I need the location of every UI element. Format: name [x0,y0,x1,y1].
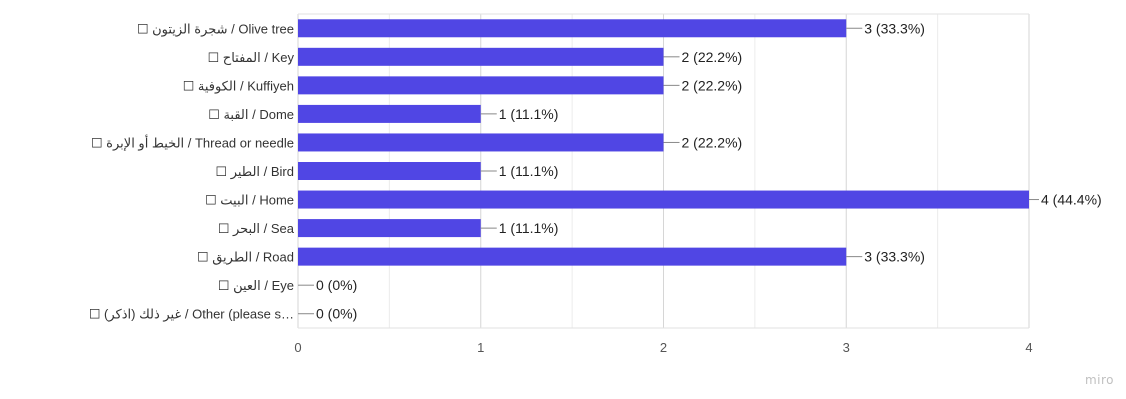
bar [298,47,664,66]
category-label: ☐ القبة / Dome [208,107,294,122]
category-label: ☐ شجرة الزيتون / Olive tree [137,21,294,37]
bar [298,104,481,123]
category-label: ☐ غير ذلك (اذكر) / Other (please s… [89,307,294,323]
data-label: 3 (33.3%) [864,20,925,36]
data-label: 0 (0%) [316,306,357,322]
data-label: 2 (22.2%) [682,49,743,65]
data-label: 3 (33.3%) [864,249,925,265]
category-label: ☐ الطير / Bird [215,164,294,180]
x-tick-label: 4 [1025,340,1032,355]
data-label: 2 (22.2%) [682,134,743,150]
data-label: 0 (0%) [316,277,357,293]
category-label: ☐ الخيط أو الإبرة / Thread or needle [91,134,294,151]
bar [298,19,847,38]
data-label: 2 (22.2%) [682,77,743,93]
bar [298,219,481,238]
x-tick-label: 1 [477,340,484,355]
bar [298,190,1029,209]
bar [298,76,664,95]
bar [298,162,481,180]
bar [298,133,664,152]
x-tick-label: 3 [843,340,850,355]
data-label: 4 (44.4%) [1041,192,1102,208]
bar [298,247,847,266]
x-tick-label: 0 [294,340,301,355]
data-label: 1 (11.1%) [499,106,559,122]
category-label: ☐ المفتاح / Key [208,50,295,66]
x-tick-label: 2 [660,340,667,355]
data-label: 1 (11.1%) [499,163,559,179]
category-label: ☐ الطريق / Road [197,250,294,266]
miro-watermark: miro [1084,373,1114,387]
category-label: ☐ الكوفية / Kuffiyeh [183,78,294,94]
category-label: ☐ البيت / Home [205,193,294,208]
category-label: ☐ العين / Eye [218,278,294,294]
category-label: ☐ البحر / Sea [218,221,295,237]
data-label: 1 (11.1%) [499,220,559,236]
